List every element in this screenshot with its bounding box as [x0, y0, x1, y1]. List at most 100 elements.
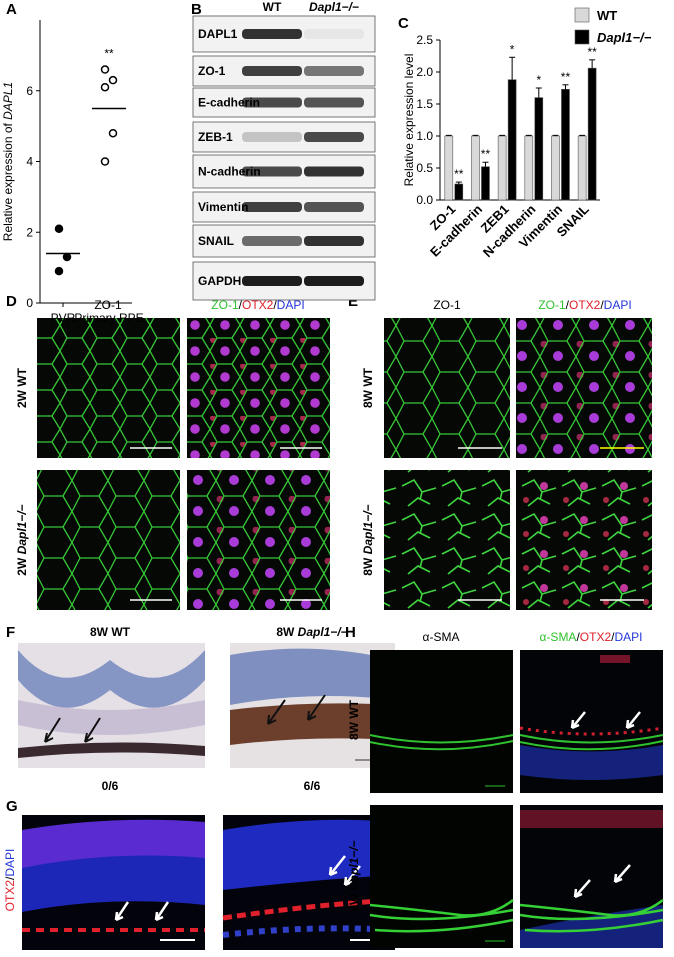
band	[304, 132, 364, 142]
y-tick-label: 0.5	[416, 161, 433, 175]
micrograph	[519, 650, 664, 793]
micrograph	[516, 470, 652, 610]
significance: **	[104, 47, 114, 61]
panel-letter: E	[348, 293, 358, 310]
histology	[18, 643, 205, 768]
error-bar	[445, 134, 452, 136]
data-point	[100, 82, 110, 92]
panel-letter: G	[6, 798, 18, 815]
band	[304, 202, 364, 212]
y-tick-label: 4	[26, 155, 33, 169]
row-label: N-cadherin	[198, 165, 261, 179]
bar	[454, 183, 464, 201]
data-point	[62, 252, 72, 262]
error-bar	[499, 134, 506, 136]
data-point	[100, 65, 110, 74]
y-tick-label: 0.0	[416, 193, 433, 207]
legend-swatch	[574, 29, 590, 45]
significance: *	[536, 73, 541, 87]
band	[304, 29, 364, 39]
header: α-SMA/OTX2/DAPI	[540, 630, 643, 644]
panel-f: F 8W WT 8W Dapl1−/− 0/6 6/6	[6, 624, 395, 793]
legend-swatch	[574, 7, 590, 23]
bar	[587, 67, 597, 201]
header: α-SMA	[423, 630, 460, 644]
micrograph	[22, 815, 205, 950]
error-bar	[579, 134, 586, 136]
y-tick-label: 6	[26, 84, 33, 98]
header: ZO-1/OTX2/DAPI	[538, 298, 631, 312]
count: 0/6	[102, 779, 119, 793]
panel-letter: B	[191, 1, 202, 18]
legend-label: WT	[597, 8, 617, 23]
column-title: 8W WT	[90, 625, 131, 639]
band	[242, 202, 302, 212]
row-label: SNAIL	[198, 234, 234, 248]
error-bar	[552, 134, 559, 136]
micrograph	[519, 805, 664, 948]
panel-e: E ZO-1 ZO-1/OTX2/DAPI 8W WT 8W Dapl1−/−	[348, 293, 652, 610]
y-tick-label: 2.0	[416, 65, 433, 79]
x-tick-label: PVR	[51, 311, 76, 325]
bar	[481, 166, 490, 201]
band	[304, 97, 364, 108]
band	[242, 236, 302, 246]
band	[304, 236, 364, 246]
micrograph	[37, 318, 180, 458]
bar	[471, 135, 480, 201]
band	[242, 276, 302, 286]
y-axis-label-part: DAPL1	[1, 82, 15, 120]
micrograph	[187, 318, 330, 458]
band	[242, 166, 302, 177]
row-label: 8W WT	[361, 367, 375, 408]
significance: **	[561, 70, 571, 84]
row-label: ZO-1	[198, 64, 226, 78]
bar	[507, 79, 517, 201]
data-point	[108, 128, 118, 138]
micrograph	[384, 318, 510, 458]
y-tick-label: 1.5	[416, 97, 433, 111]
significance: **	[454, 167, 464, 181]
y-axis-label: Relative expression of DAPL1	[1, 82, 15, 241]
significance: **	[587, 45, 597, 59]
count: 6/6	[304, 779, 321, 793]
micrograph	[37, 470, 180, 610]
significance: **	[481, 147, 491, 161]
row-label: 2W Dapl1−/−	[15, 504, 29, 575]
y-tick-label: 2	[26, 225, 33, 239]
column-header: Dapl1−/−	[309, 0, 359, 14]
band	[242, 29, 302, 39]
row-label: DAPL1	[198, 27, 238, 41]
bar	[444, 135, 454, 201]
row-label: 8W Dapl1−/−	[361, 504, 375, 575]
legend-label: Dapl1−/−	[597, 30, 652, 45]
data-point	[108, 75, 118, 85]
y-tick-label: 1.0	[416, 129, 433, 143]
significance: *	[510, 42, 515, 56]
data-point	[54, 266, 64, 276]
bar	[524, 135, 534, 201]
panel-letter: A	[6, 1, 17, 18]
error-bar	[455, 181, 462, 184]
error-bar	[525, 134, 532, 136]
band	[242, 132, 302, 142]
panel-letter: F	[6, 624, 15, 641]
band	[304, 276, 364, 286]
column-title: 8W Dapl1−/−	[276, 625, 347, 639]
y-tick-label: 0	[26, 296, 33, 310]
bar	[577, 135, 587, 201]
stain-label: OTX2/DAPI	[3, 849, 17, 912]
micrograph	[516, 318, 652, 458]
bar	[551, 135, 560, 201]
row-label: 2W WT	[15, 367, 29, 408]
row-label: GAPDH	[198, 274, 241, 288]
header: ZO-1/OTX2/DAPI	[211, 298, 304, 312]
data-point	[100, 157, 110, 166]
panel-d: D ZO-1 ZO-1/OTX2/DAPI 2W WT 2W Dapl1−/−	[6, 293, 330, 610]
y-tick-label: 2.5	[416, 33, 433, 47]
bar	[561, 88, 570, 201]
y-axis-label: Relative expression level	[402, 54, 416, 187]
column-header: WT	[263, 0, 282, 14]
micrograph	[369, 805, 514, 948]
